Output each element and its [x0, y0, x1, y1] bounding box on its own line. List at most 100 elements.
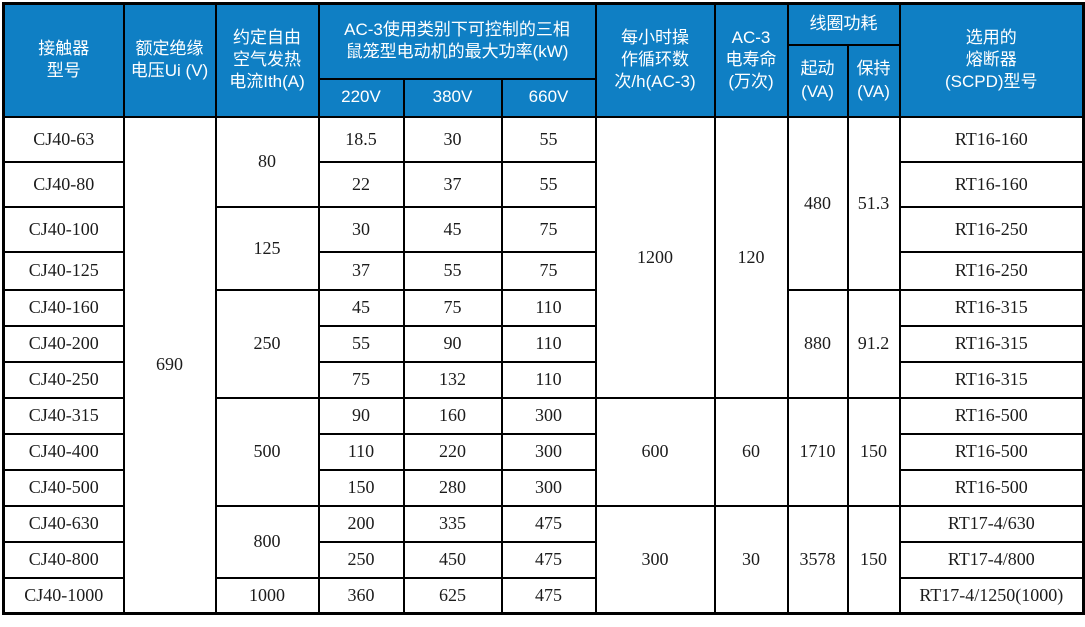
cell-p660: 300 [500, 396, 597, 435]
cell-p660: 55 [500, 160, 597, 208]
cell-coil-pickup: 880 [786, 288, 849, 399]
cell-coil-hold: 91.2 [846, 288, 901, 399]
cell-life: 30 [713, 504, 789, 615]
cell-model: CJ40-500 [2, 468, 125, 507]
cell-p380: 75 [402, 288, 503, 327]
cell-fuse: RT17-4/630 [898, 504, 1085, 543]
cell-p380: 450 [402, 540, 503, 579]
cell-p220: 110 [317, 432, 405, 471]
cell-p220: 75 [317, 360, 405, 399]
cell-thermal-current: 1000 [214, 576, 320, 615]
table-row: CJ40-400 110 220 300 RT16-500 [2, 432, 1085, 471]
cell-coil-hold: 150 [846, 396, 901, 507]
cell-fuse: RT16-250 [898, 250, 1085, 291]
cell-p220: 90 [317, 396, 405, 435]
cell-p660: 300 [500, 468, 597, 507]
header-coil-group: 线圈功耗 [786, 2, 901, 46]
cell-cycles: 600 [594, 396, 716, 507]
header-coil-pickup: 起动 (VA) [786, 43, 849, 118]
cell-p380: 132 [402, 360, 503, 399]
cell-p660: 75 [500, 250, 597, 291]
header-thermal-current: 约定自由 空气发热 电流Ith(A) [214, 2, 320, 118]
table-row: CJ40-63 690 80 18.5 30 55 1200 120 480 5… [2, 115, 1085, 615]
cell-model: CJ40-100 [2, 205, 125, 253]
cell-fuse: RT16-315 [898, 288, 1085, 327]
cell-p380: 160 [402, 396, 503, 435]
cell-fuse: RT16-160 [898, 160, 1085, 208]
cell-life: 60 [713, 396, 789, 507]
cell-fuse: RT17-4/1250(1000) [898, 576, 1085, 615]
cell-p660: 475 [500, 576, 597, 615]
cell-cycles: 1200 [594, 115, 716, 399]
cell-p660: 110 [500, 288, 597, 327]
cell-p660: 300 [500, 432, 597, 471]
cell-model: CJ40-315 [2, 396, 125, 435]
cell-p220: 30 [317, 205, 405, 253]
table-row: CJ40-630 800 200 335 475 300 30 3578 150… [2, 504, 1085, 615]
cell-model: CJ40-125 [2, 250, 125, 291]
cell-p660: 110 [500, 324, 597, 363]
cell-cycles: 300 [594, 504, 716, 615]
cell-fuse: RT16-500 [898, 432, 1085, 471]
cell-p220: 200 [317, 504, 405, 543]
cell-p380: 45 [402, 205, 503, 253]
cell-model: CJ40-800 [2, 540, 125, 579]
cell-model: CJ40-400 [2, 432, 125, 471]
cell-coil-hold: 51.3 [846, 115, 901, 291]
cell-p380: 335 [402, 504, 503, 543]
cell-p660: 55 [500, 115, 597, 163]
header-cycles: 每小时操 作循环数 次/h(AC-3) [594, 2, 716, 118]
cell-fuse: RT16-160 [898, 115, 1085, 163]
header-insulation-voltage: 额定绝缘 电压Ui (V) [122, 2, 217, 118]
cell-thermal-current: 800 [214, 504, 320, 579]
header-380v: 380V [402, 77, 503, 118]
table-row: CJ40-80 22 37 55 RT16-160 [2, 160, 1085, 208]
cell-p220: 250 [317, 540, 405, 579]
table-header: 接触器 型号 额定绝缘 电压Ui (V) 约定自由 空气发热 电流Ith(A) … [2, 2, 1085, 118]
cell-coil-hold: 150 [846, 504, 901, 615]
cell-model: CJ40-250 [2, 360, 125, 399]
cell-thermal-current: 500 [214, 396, 320, 507]
cell-thermal-current: 80 [214, 115, 320, 208]
cell-p220: 18.5 [317, 115, 405, 163]
cell-insulation-voltage: 690 [122, 115, 217, 615]
cell-p380: 37 [402, 160, 503, 208]
cell-p220: 22 [317, 160, 405, 208]
table-row: CJ40-800 250 450 475 RT17-4/800 [2, 540, 1085, 579]
cell-coil-pickup: 3578 [786, 504, 849, 615]
cell-fuse: RT16-250 [898, 205, 1085, 253]
table-row: CJ40-1000 1000 360 625 475 RT17-4/1250(1… [2, 576, 1085, 615]
cell-p660: 110 [500, 360, 597, 399]
cell-fuse: RT16-500 [898, 396, 1085, 435]
header-electrical-life: AC-3 电寿命 (万次) [713, 2, 789, 118]
table-row: CJ40-200 55 90 110 RT16-315 [2, 324, 1085, 363]
cell-model: CJ40-160 [2, 288, 125, 327]
cell-p660: 475 [500, 504, 597, 543]
cell-p220: 150 [317, 468, 405, 507]
header-model: 接触器 型号 [2, 2, 125, 118]
cell-p220: 37 [317, 250, 405, 291]
header-220v: 220V [317, 77, 405, 118]
cell-p380: 220 [402, 432, 503, 471]
table-row: CJ40-250 75 132 110 RT16-315 [2, 360, 1085, 399]
cell-p380: 90 [402, 324, 503, 363]
cell-p380: 280 [402, 468, 503, 507]
table-row: CJ40-100 125 30 45 75 RT16-250 [2, 205, 1085, 291]
cell-p220: 360 [317, 576, 405, 615]
header-fuse: 选用的 熔断器 (SCPD)型号 [898, 2, 1085, 118]
cell-coil-pickup: 480 [786, 115, 849, 291]
header-coil-hold: 保持 (VA) [846, 43, 901, 118]
cell-coil-pickup: 1710 [786, 396, 849, 507]
cell-fuse: RT17-4/800 [898, 540, 1085, 579]
cell-model: CJ40-80 [2, 160, 125, 208]
table-row: CJ40-315 500 90 160 300 600 60 1710 150 … [2, 396, 1085, 507]
cell-fuse: RT16-315 [898, 360, 1085, 399]
cell-model: CJ40-200 [2, 324, 125, 363]
header-power-group: AC-3使用类别下可控制的三相 鼠笼型电动机的最大功率(kW) [317, 2, 597, 80]
cell-p220: 45 [317, 288, 405, 327]
cell-thermal-current: 250 [214, 288, 320, 399]
cell-model: CJ40-630 [2, 504, 125, 543]
table-row: CJ40-125 37 55 75 RT16-250 [2, 250, 1085, 291]
cell-model: CJ40-63 [2, 115, 125, 163]
